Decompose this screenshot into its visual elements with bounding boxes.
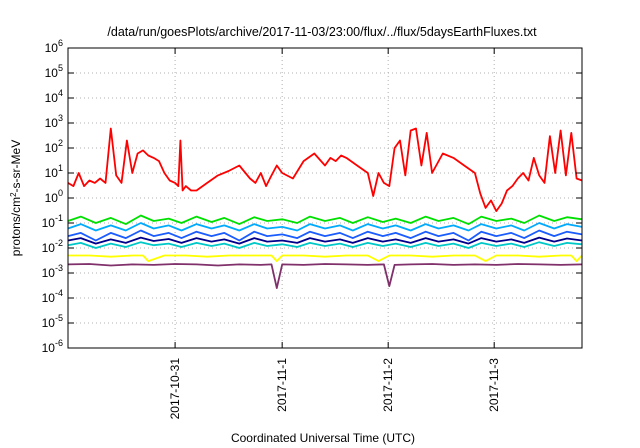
y-tick-label-base: 10 xyxy=(42,266,56,280)
y-tick-label: 10-1 xyxy=(42,213,63,230)
series-line-2 xyxy=(67,214,583,226)
y-tick-label-exp: 5 xyxy=(58,63,63,73)
y-tick-label-base: 10 xyxy=(45,141,59,155)
y-tick-label-exp: -2 xyxy=(55,238,63,248)
y-tick-label-base: 10 xyxy=(45,66,59,80)
y-tick-label: 106 xyxy=(45,38,63,55)
y-axis-label: protons/cm2-s-sr-MeV xyxy=(9,140,24,256)
x-axis-ticks: 2017-10-31 2017-11-1 2017-11-2 2017-11-3 xyxy=(168,48,501,419)
y-axis-ticks: 10-610-510-410-310-210-11001011021031041… xyxy=(42,38,582,355)
chart-title: /data/run/goesPlots/archive/2017-11-03/2… xyxy=(107,25,537,39)
y-tick-label-exp: 1 xyxy=(58,163,63,173)
y-axis-label-base: protons/cm xyxy=(9,197,23,256)
y-tick-label: 102 xyxy=(45,138,63,155)
y-tick-label: 10-6 xyxy=(42,338,63,355)
y-tick-label-exp: 2 xyxy=(58,138,63,148)
series-line-8 xyxy=(67,263,583,290)
grid-lines xyxy=(68,48,582,348)
y-tick-label: 103 xyxy=(45,113,63,130)
x-tick-label: 2017-11-3 xyxy=(487,358,501,412)
series-line-1 xyxy=(67,127,583,213)
series-group xyxy=(67,127,583,290)
y-tick-label-base: 10 xyxy=(42,341,56,355)
y-tick-label-base: 10 xyxy=(45,166,59,180)
y-tick-label: 10-4 xyxy=(42,288,63,305)
y-tick-label: 100 xyxy=(45,188,63,205)
y-tick-label-base: 10 xyxy=(42,216,56,230)
y-tick-label: 105 xyxy=(45,63,63,80)
series-line-7 xyxy=(68,254,583,263)
y-tick-label-exp: 3 xyxy=(58,113,63,123)
y-tick-label-exp: -3 xyxy=(55,263,63,273)
y-tick-label-exp: 0 xyxy=(58,188,63,198)
y-tick-label: 10-5 xyxy=(42,313,63,330)
y-tick-label-exp: -1 xyxy=(55,213,63,223)
x-tick-label: 2017-10-31 xyxy=(168,358,182,420)
x-tick-label: 2017-11-2 xyxy=(381,358,395,412)
y-tick-label-exp: -6 xyxy=(55,338,63,348)
y-tick-label: 104 xyxy=(45,88,63,105)
y-tick-label-base: 10 xyxy=(42,316,56,330)
y-tick-label-base: 10 xyxy=(45,116,59,130)
y-tick-label-base: 10 xyxy=(42,291,56,305)
y-tick-label: 10-2 xyxy=(42,238,63,255)
x-tick-label: 2017-11-1 xyxy=(275,358,289,412)
series-line-6 xyxy=(67,236,583,245)
y-tick-label-exp: 4 xyxy=(58,88,63,98)
y-tick-label-base: 10 xyxy=(45,91,59,105)
x-axis-label: Coordinated Universal Time (UTC) xyxy=(231,431,415,445)
y-tick-label-exp: -4 xyxy=(55,288,63,298)
y-axis-label-rest: -s-sr-MeV xyxy=(9,140,23,193)
series-line-4 xyxy=(67,229,583,242)
y-tick-label: 101 xyxy=(45,163,63,180)
y-tick-label: 10-3 xyxy=(42,263,63,280)
y-tick-label-base: 10 xyxy=(42,241,56,255)
y-tick-label-exp: 6 xyxy=(58,38,63,48)
y-axis-label-sup: 2 xyxy=(9,192,18,197)
series-line-3 xyxy=(67,222,583,232)
y-tick-label-exp: -5 xyxy=(55,313,63,323)
y-tick-label-base: 10 xyxy=(45,191,59,205)
y-tick-label-base: 10 xyxy=(45,41,59,55)
series-line-5 xyxy=(67,241,583,249)
